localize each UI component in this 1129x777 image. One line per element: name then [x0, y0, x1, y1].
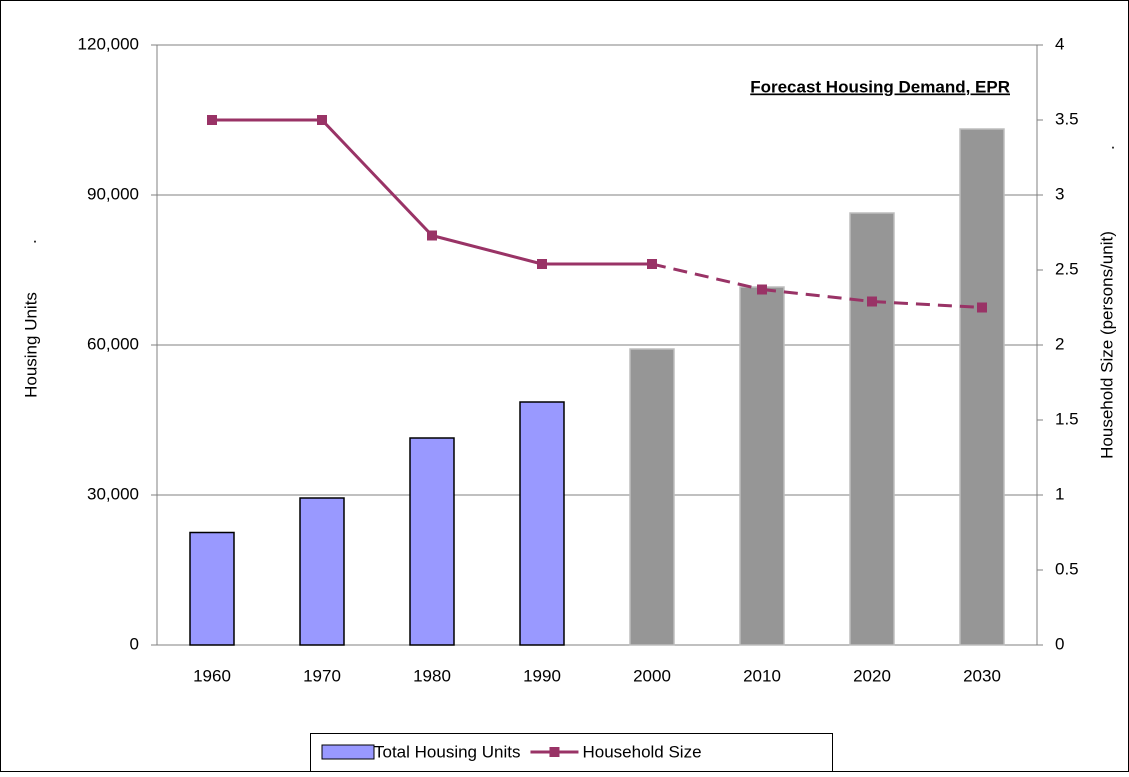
line-marker [317, 115, 327, 125]
x-tick-label: 1990 [523, 666, 561, 685]
line-marker [207, 115, 217, 125]
x-tick-label: 1970 [303, 666, 341, 685]
bar [409, 437, 455, 646]
y2-axis-label: Household Size (persons/unit) [1097, 231, 1116, 459]
line-segment [761, 288, 873, 303]
y2-tick-label: 4 [1055, 34, 1064, 53]
x-tick-label: 2010 [743, 666, 781, 685]
x-tick-label: 2000 [633, 666, 671, 685]
bar [849, 212, 895, 646]
y2-tick-label: 2 [1055, 334, 1064, 353]
line-segment [320, 118, 434, 237]
y-tick-label: 30,000 [87, 484, 139, 503]
line-marker [867, 296, 877, 307]
line-marker [977, 302, 987, 313]
line-segment [651, 262, 763, 291]
annotation: . [1111, 133, 1116, 152]
y-axis-label: Housing Units [21, 292, 40, 398]
legend-label: Total Housing Units [374, 742, 520, 761]
y2-tick-label: 1.5 [1055, 409, 1079, 428]
x-tick-label: 1980 [413, 666, 451, 685]
line-marker [537, 259, 547, 269]
y2-tick-label: 1 [1055, 484, 1064, 503]
line-marker [647, 259, 657, 269]
bar [739, 286, 785, 646]
bar [519, 401, 565, 646]
y-tick-label: 60,000 [87, 334, 139, 353]
plot-area [156, 44, 1038, 646]
bar [959, 128, 1005, 646]
y2-tick-label: 0.5 [1055, 559, 1079, 578]
bar [629, 348, 675, 646]
y-tick-label: 90,000 [87, 184, 139, 203]
legend-label: Household Size [582, 742, 701, 761]
x-tick-label: 2020 [853, 666, 891, 685]
x-tick-label: 2030 [963, 666, 1001, 685]
y-tick-label: 120,000 [78, 34, 139, 53]
bar [299, 497, 345, 646]
y2-tick-label: 0 [1055, 634, 1064, 653]
line-marker [427, 230, 437, 241]
y2-tick-label: 3 [1055, 184, 1064, 203]
chart-title: Forecast Housing Demand, EPR [750, 77, 1010, 96]
legend-swatch [549, 747, 560, 757]
annotation: . [33, 227, 38, 246]
y2-tick-label: 2.5 [1055, 259, 1079, 278]
line-segment [431, 234, 543, 266]
legend-swatch [321, 744, 375, 760]
bar [189, 531, 235, 646]
line-marker [757, 284, 767, 295]
y-tick-label: 0 [130, 634, 139, 653]
x-tick-label: 1960 [193, 666, 231, 685]
y2-tick-label: 3.5 [1055, 109, 1079, 128]
line-segment [871, 300, 983, 309]
